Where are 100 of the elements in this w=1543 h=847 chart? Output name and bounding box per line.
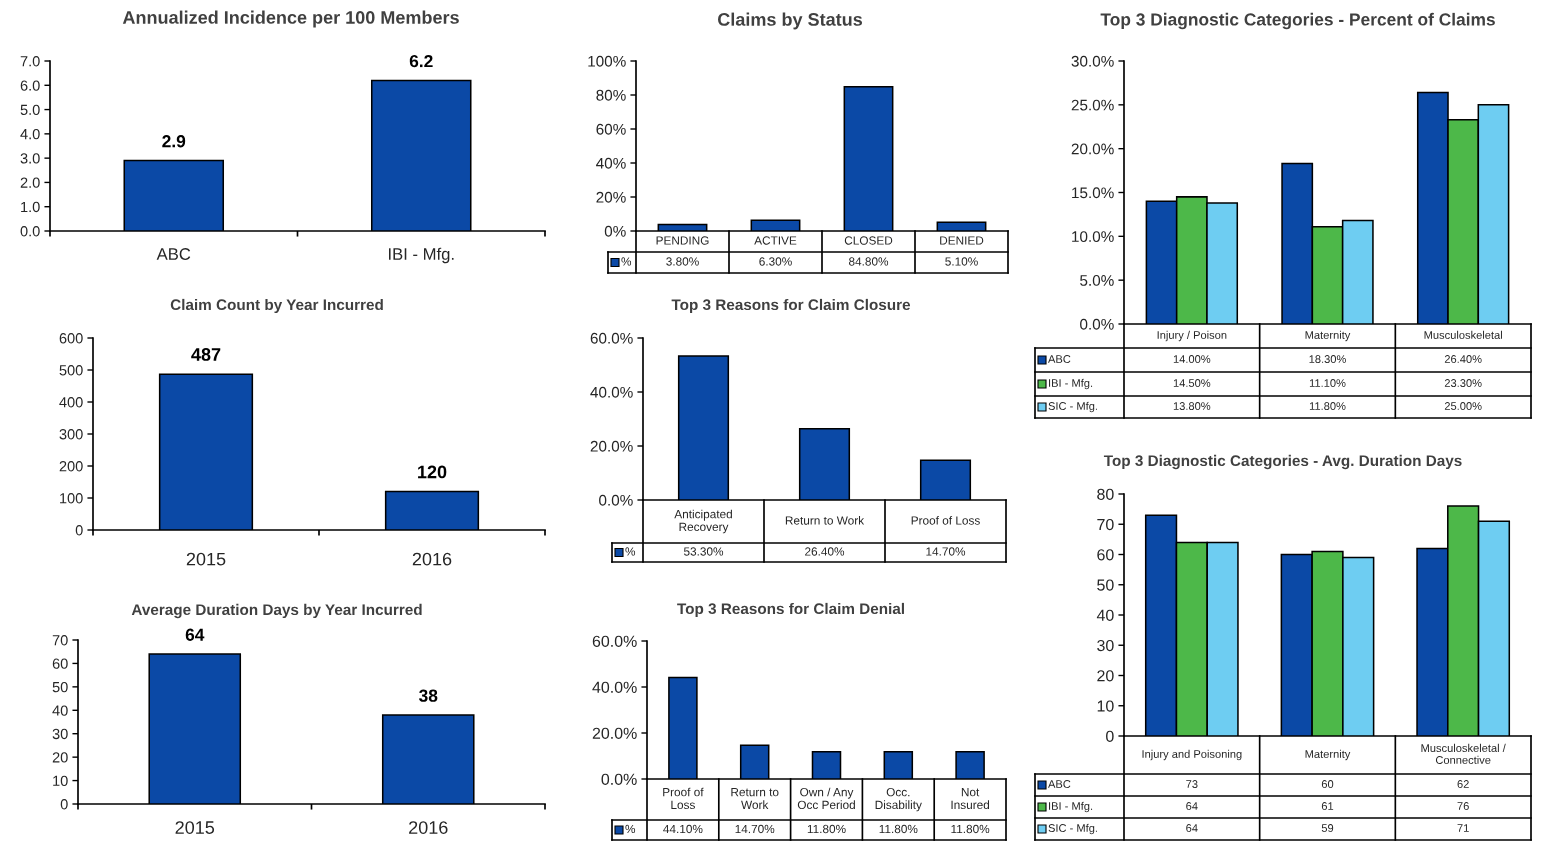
y-tick-label: 0.0% <box>599 494 633 506</box>
x-tick-label: Return to Work <box>731 788 779 810</box>
data-label: 26.40% <box>805 547 845 556</box>
y-tick-label: 400 <box>59 397 83 408</box>
y-tick-label: 15.0% <box>1072 187 1114 199</box>
y-tick-label: 40 <box>1096 609 1114 621</box>
data-label: 26.40% <box>1444 355 1482 363</box>
x-tick-label: Injury and Poisoning <box>1142 749 1242 761</box>
y-tick-label: 30.0% <box>1071 55 1114 67</box>
data-label: 11.80% <box>879 824 918 834</box>
y-tick-label: 60.0% <box>592 635 637 647</box>
x-tick-label: 2015 <box>186 552 226 566</box>
data-label: 62 <box>1457 780 1469 788</box>
y-tick-label: 40.0% <box>592 681 637 693</box>
data-label: 14.70% <box>735 824 775 834</box>
data-label: 61 <box>1321 802 1334 810</box>
x-tick-label: Musculoskeletal / Connective <box>1421 743 1506 764</box>
data-label: 44.10% <box>663 824 703 834</box>
y-tick-label: 0.0% <box>1080 318 1114 330</box>
y-tick-label: 40% <box>596 157 626 169</box>
legend-label: % <box>621 257 632 266</box>
y-tick-label: 60 <box>1097 549 1114 561</box>
data-label: 60 <box>1321 780 1334 788</box>
x-tick-label: Not Insured <box>951 788 990 810</box>
x-tick-label: Proof of Loss <box>911 516 980 525</box>
legend-label: % <box>625 547 636 556</box>
y-tick-label: 3.0 <box>20 153 40 164</box>
x-tick-label: Maternity <box>1305 330 1351 342</box>
chart-title: Top 3 Diagnostic Categories - Avg. Duration Days <box>1103 454 1462 470</box>
chart-title: Annualized Incidence per 100 Members <box>122 10 459 28</box>
data-label: 14.70% <box>926 547 966 556</box>
data-label: 3.80% <box>666 257 699 266</box>
y-tick-label: 40.0% <box>590 386 633 398</box>
data-label: 6.30% <box>759 257 792 266</box>
legend-label: ABC <box>1048 780 1071 788</box>
y-tick-label: 0.0 <box>20 226 40 237</box>
y-tick-label: 2.0 <box>20 177 40 188</box>
y-tick-label: 0 <box>60 799 68 810</box>
legend-label: SIC - Mfg. <box>1048 401 1097 413</box>
chart-title: Claims by Status <box>718 12 863 30</box>
y-tick-label: 20.0% <box>590 440 633 452</box>
y-tick-label: 300 <box>59 429 83 440</box>
data-label: 25.00% <box>1444 402 1482 410</box>
y-tick-label: 7.0 <box>20 56 40 67</box>
chart-title: Average Duration Days by Year Incurred <box>131 603 422 619</box>
chart-title: Top 3 Reasons for Claim Denial <box>677 602 904 618</box>
y-tick-label: 20.0% <box>1071 143 1114 155</box>
x-tick-label: PENDING <box>656 236 709 245</box>
y-tick-label: 80% <box>596 89 626 101</box>
data-label: 11.80% <box>1309 402 1346 410</box>
data-label: 5.10% <box>945 257 978 266</box>
data-label: 84.80% <box>848 257 889 266</box>
data-label: 53.30% <box>683 547 724 556</box>
y-tick-label: 100% <box>588 55 626 67</box>
data-label: 18.30% <box>1309 355 1346 363</box>
chart-title: Claim Count by Year Incurred <box>170 298 383 314</box>
y-tick-label: 10.0% <box>1072 231 1114 243</box>
data-label: 64 <box>1186 802 1198 810</box>
x-tick-label: ACTIVE <box>754 236 797 245</box>
x-tick-label: DENIED <box>940 236 984 245</box>
x-tick-label: Musculoskeletal <box>1424 330 1502 339</box>
x-tick-label: Proof of Loss <box>663 787 704 810</box>
data-label: 13.80% <box>1173 402 1211 410</box>
x-tick-label: Anticipated Recovery <box>674 509 732 534</box>
legend-label: IBI - Mfg. <box>1049 378 1093 390</box>
y-tick-label: 10 <box>53 775 68 786</box>
y-tick-label: 20% <box>596 191 626 203</box>
y-tick-label: 0% <box>604 225 626 237</box>
legend-label: SIC - Mfg. <box>1048 823 1097 835</box>
data-label: 11.10% <box>1309 379 1346 387</box>
data-label: 23.30% <box>1444 379 1482 387</box>
data-label: 64 <box>185 628 205 641</box>
x-tick-label: Own / Any Occ Period <box>797 787 855 810</box>
y-tick-label: 0 <box>75 525 83 536</box>
y-tick-label: 5.0 <box>20 104 40 115</box>
y-tick-label: 50 <box>52 681 68 693</box>
legend-label: ABC <box>1048 355 1071 363</box>
data-label: 71 <box>1457 824 1469 832</box>
y-tick-label: 70 <box>52 635 68 646</box>
x-tick-label: 2016 <box>409 821 448 834</box>
y-tick-label: 50 <box>1097 579 1114 591</box>
x-tick-label: Occ. Disability <box>875 787 922 812</box>
y-tick-label: 20 <box>52 752 68 763</box>
y-tick-label: 6.0 <box>20 80 40 91</box>
y-tick-label: 500 <box>59 365 83 376</box>
y-tick-label: 60% <box>596 123 626 135</box>
y-tick-label: 200 <box>59 461 83 472</box>
y-tick-label: 70 <box>1097 518 1114 531</box>
x-tick-label: Injury / Poison <box>1157 330 1227 342</box>
y-tick-label: 60 <box>52 658 68 669</box>
y-tick-label: 60.0% <box>590 332 633 344</box>
data-label: 487 <box>191 348 221 361</box>
y-tick-label: 80 <box>1097 488 1114 500</box>
legend-label: % <box>625 824 636 834</box>
y-tick-label: 20 <box>1097 670 1114 682</box>
y-tick-label: 20.0% <box>592 727 637 739</box>
x-tick-label: Return to Work <box>785 516 865 525</box>
data-label: 64 <box>1186 824 1198 832</box>
data-label: 14.00% <box>1173 355 1211 363</box>
y-tick-label: 600 <box>59 333 83 344</box>
